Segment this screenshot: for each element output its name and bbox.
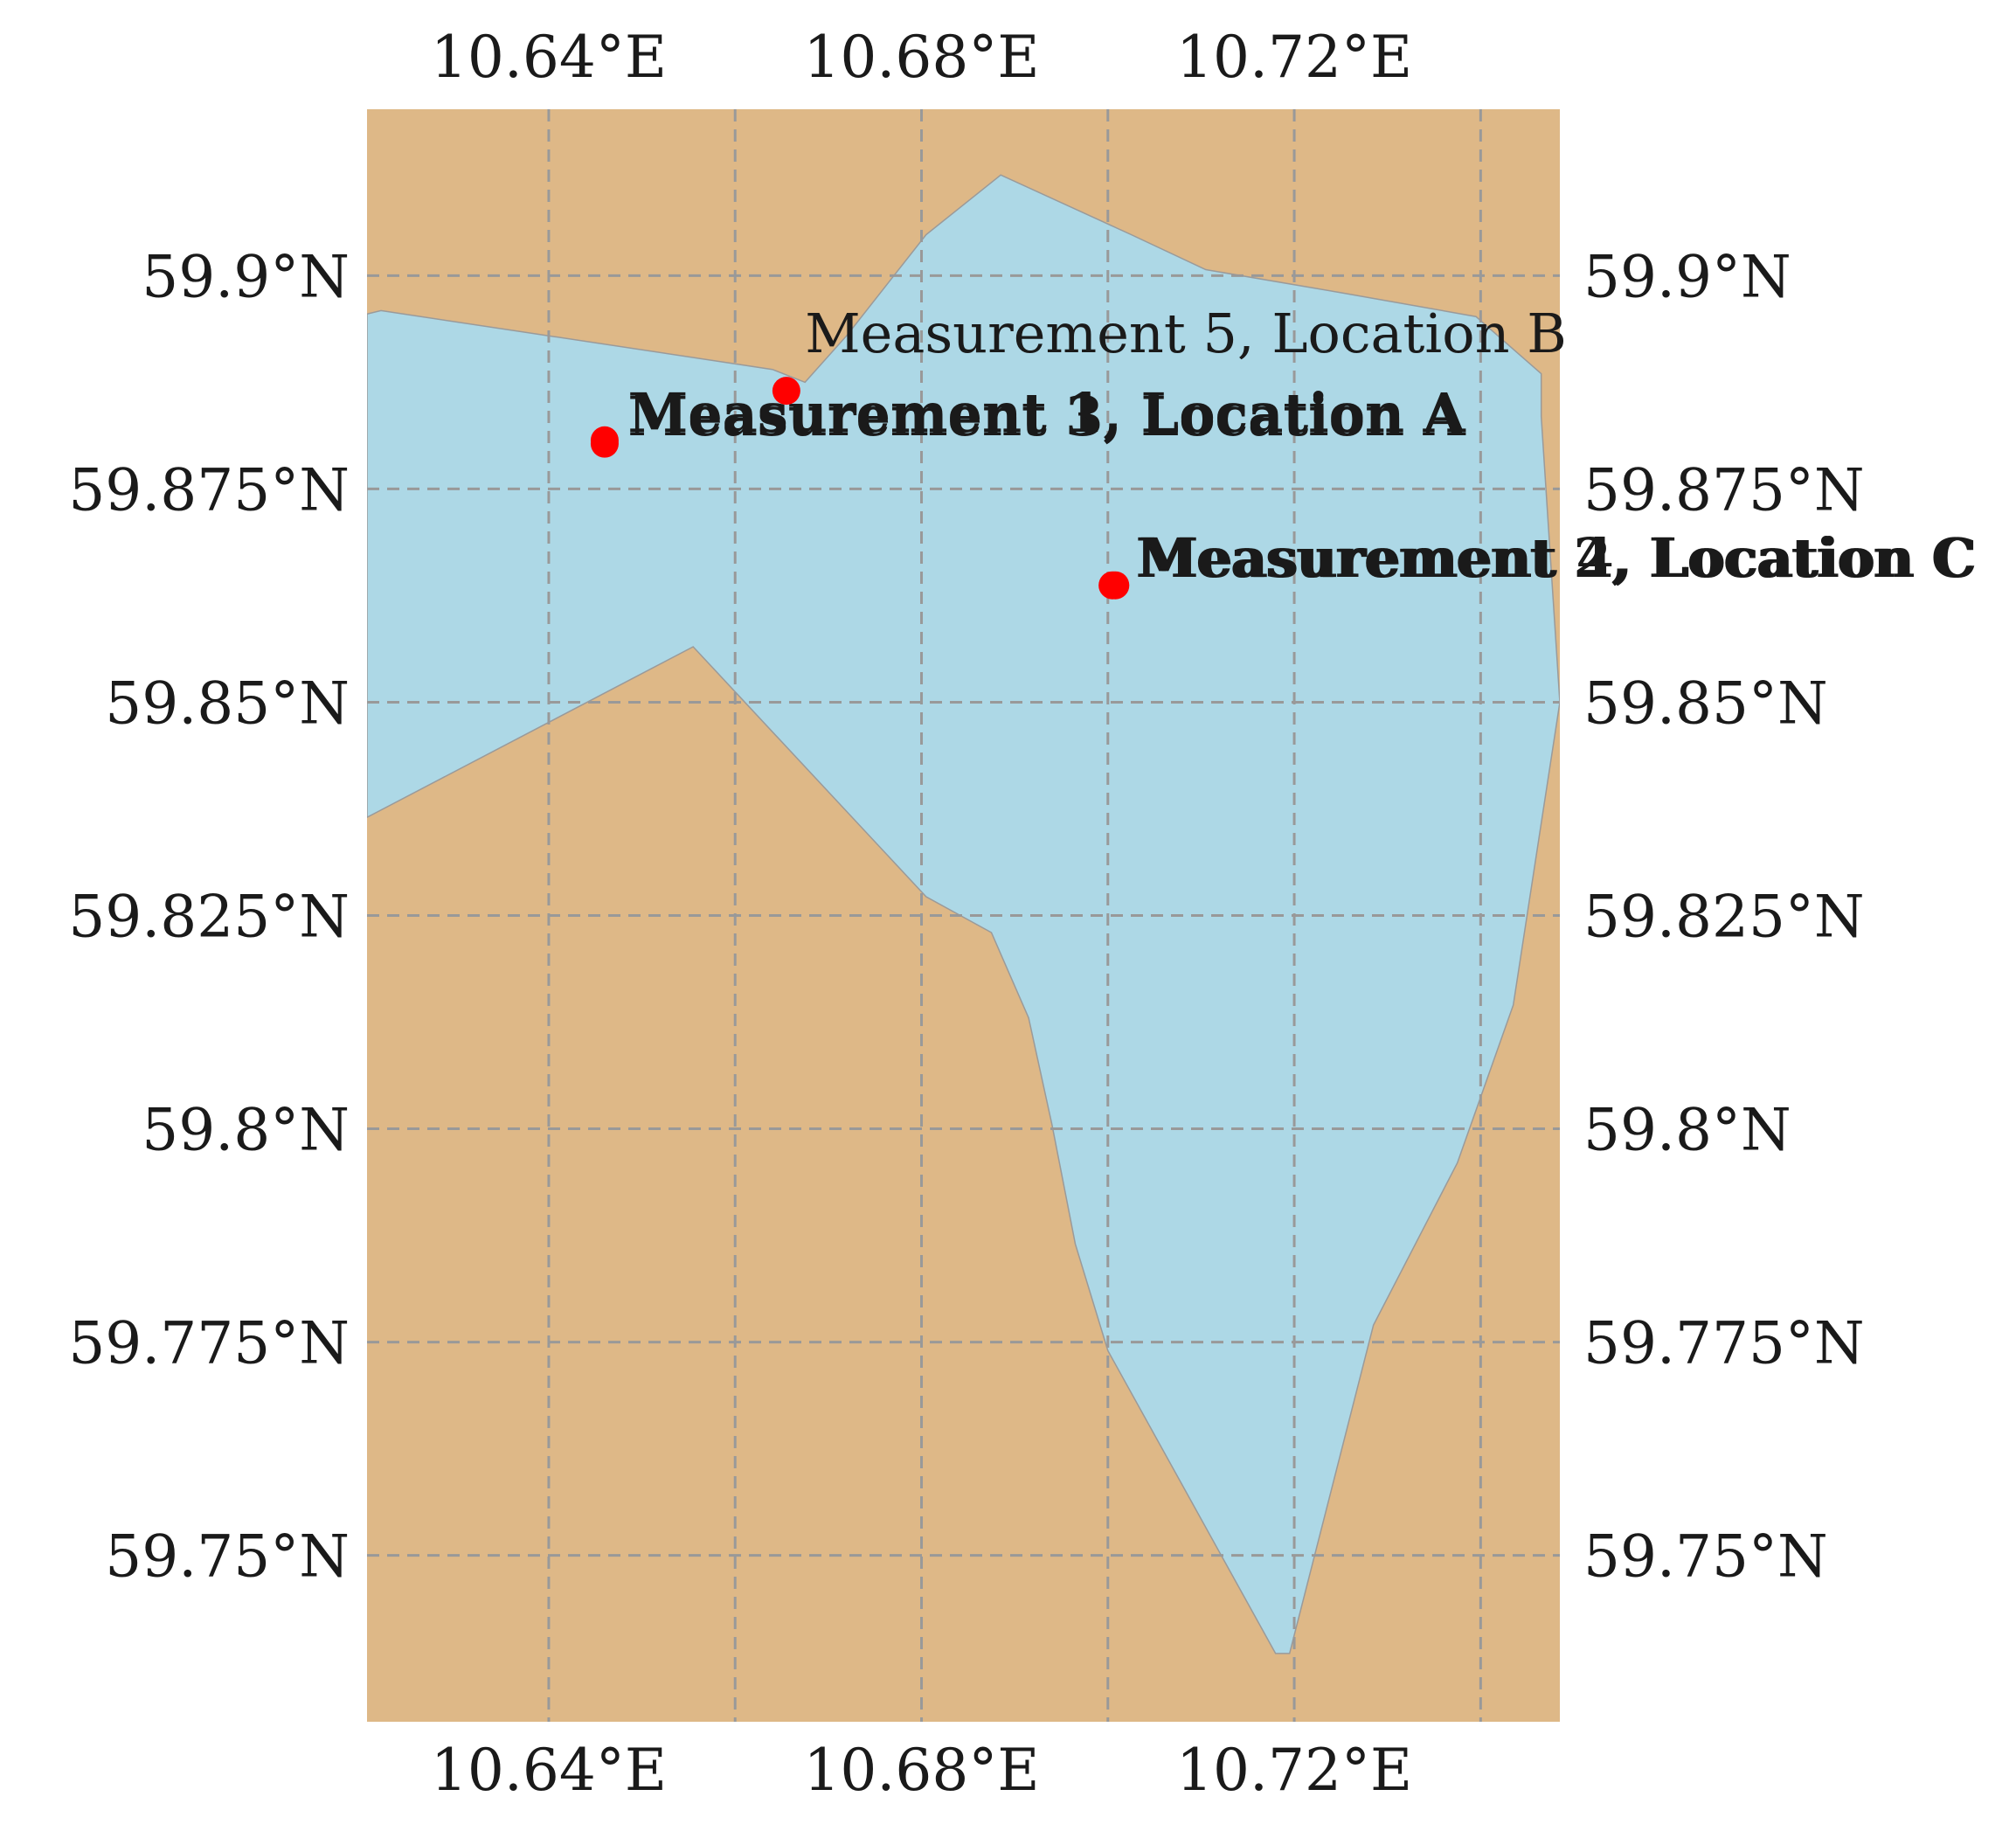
gridlines [367, 109, 1560, 1722]
measurement-label: Measurement 2, Location C [1136, 526, 1974, 590]
x-tick-label-bottom: 10.68°E [803, 1737, 1039, 1804]
measurement-markers: Measurement 1, Location A Measurement 2, … [590, 302, 1977, 600]
y-tick-label-right: 59.775°N [1583, 1310, 1865, 1377]
measurement-label: Measurement 5, Location B [805, 302, 1567, 365]
y-tick-label-right: 59.75°N [1583, 1523, 1828, 1591]
y-tick-label-left: 59.8°N [142, 1097, 350, 1164]
tick-labels: 10.64°E 10.64°E 10.68°E 10.68°E 10.72°E 10.72… [68, 24, 1864, 1804]
y-tick-label-left: 59.85°N [105, 669, 350, 737]
x-tick-label-top: 10.64°E [431, 24, 667, 91]
y-tick-label-left: 59.75°N [105, 1523, 350, 1591]
measurement-label: Measurement 4, Location C [1139, 526, 1977, 590]
y-tick-label-right: 59.9°N [1583, 243, 1791, 310]
x-tick-label-top: 10.68°E [803, 24, 1039, 91]
y-tick-label-left: 59.875°N [68, 456, 350, 524]
water-body [367, 174, 1560, 1654]
x-tick-label-bottom: 10.72°E [1176, 1737, 1412, 1804]
y-tick-label-left: 59.9°N [142, 243, 350, 310]
measurement-label: Measurement 1, Location A [628, 381, 1466, 445]
map-area[interactable] [367, 109, 1560, 1722]
y-tick-label-right: 59.875°N [1583, 456, 1865, 524]
y-tick-label-right: 59.825°N [1583, 884, 1865, 951]
measurement-marker[interactable] [590, 429, 619, 458]
measurement-marker[interactable] [1101, 571, 1130, 600]
measurement-marker[interactable] [772, 377, 800, 406]
y-tick-label-right: 59.8°N [1583, 1097, 1791, 1164]
y-tick-label-left: 59.775°N [68, 1310, 350, 1377]
measurement-label: Measurement 3, Location A [628, 385, 1466, 448]
y-tick-label-left: 59.825°N [68, 884, 350, 951]
x-tick-label-bottom: 10.64°E [431, 1737, 667, 1804]
x-tick-label-top: 10.72°E [1176, 24, 1412, 91]
y-tick-label-right: 59.85°N [1583, 669, 1828, 737]
